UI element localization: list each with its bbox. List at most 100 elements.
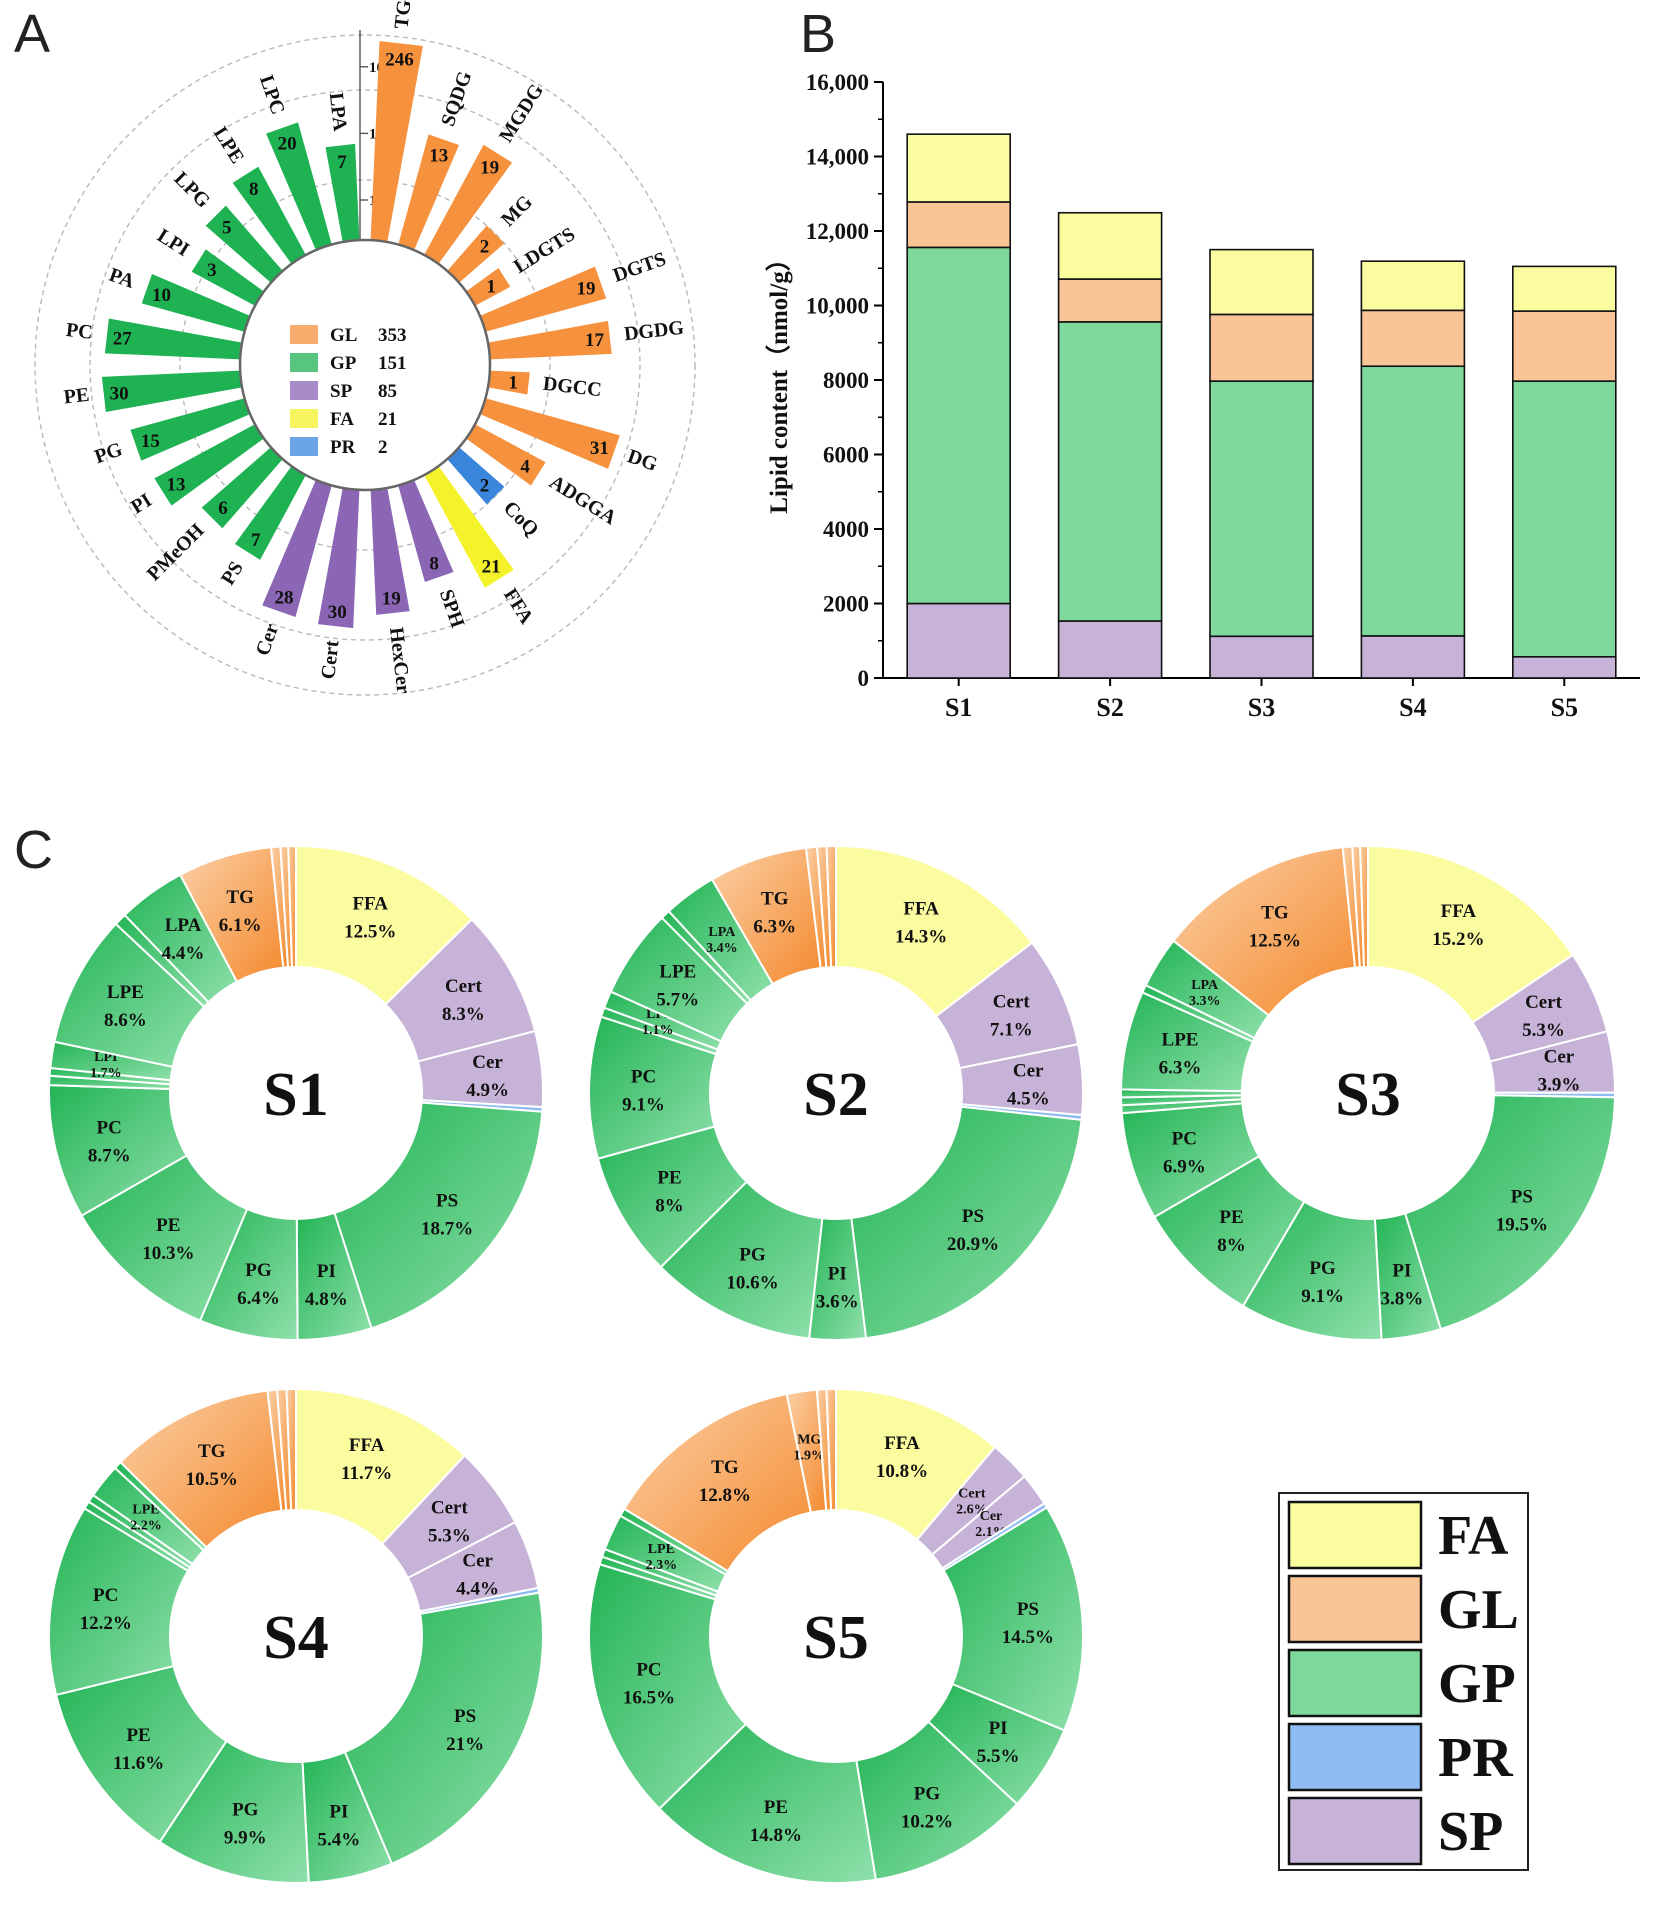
radial-bar-lpa: [325, 143, 360, 243]
radial-name-dg: DG: [625, 445, 661, 476]
bar-s5-fa: [1512, 265, 1617, 312]
bar-s5-sp: [1512, 655, 1617, 679]
radial-name-lpe: LPE: [209, 123, 248, 168]
bar-s3-gl: [1209, 313, 1314, 382]
y-tick-label: 10,000: [806, 294, 869, 319]
radial-value-dgdg: 17: [585, 330, 605, 351]
donut-s4-label-ps: PS: [454, 1706, 476, 1727]
donut-s2-pct-tg: 6.3%: [753, 917, 796, 938]
donut-s5-pct-mg: 1.9%: [794, 1448, 826, 1463]
radial-value-dg: 31: [590, 438, 609, 459]
donut-s2-label-cert: Cert: [993, 991, 1031, 1012]
legend-swatch-pr: [290, 437, 318, 456]
donut-s1-label-ffa: FFA: [352, 893, 388, 914]
radial-name-lpa: LPA: [325, 92, 351, 133]
legend-count-gp: 151: [378, 353, 407, 374]
legend-label-gp: GP: [1438, 1653, 1516, 1715]
donut-s3-label-pe: PE: [1219, 1207, 1243, 1228]
donut-s2-pct-lpi: 1.1%: [642, 1023, 674, 1038]
radial-bar-lpc: [266, 122, 332, 251]
radial-bar-pe: [101, 370, 243, 413]
donut-s4-pct-pc: 12.2%: [80, 1613, 132, 1634]
panel-c-donut-charts: FFA 12.5% Cert 8.3% Cer 4.9% PS 18.7% PI 4.8% PG 6.…: [48, 844, 1617, 1884]
radial-value-sph: 8: [429, 553, 439, 574]
donut-s5-pct-pi: 5.5%: [977, 1746, 1020, 1767]
radial-name-mg: MG: [497, 191, 537, 231]
y-tick-label: 8000: [823, 368, 869, 393]
donut-center-s5: S5: [803, 1604, 868, 1672]
donut-s4-label-pc: PC: [93, 1585, 118, 1606]
radial-name-sqdg: SQDG: [437, 68, 477, 129]
legend-label-fa: FA: [330, 409, 354, 430]
bar-s1-sp: [906, 602, 1012, 679]
donut-s5-label-tg: TG: [711, 1457, 739, 1478]
donut-s3-label-tg: TG: [1261, 903, 1289, 924]
donut-s2-label-ps: PS: [962, 1206, 984, 1227]
donut-s4-label-ffa: FFA: [349, 1435, 385, 1456]
donut-s3-pct-ffa: 15.2%: [1432, 929, 1484, 950]
donut-s1-label-pi: PI: [317, 1261, 336, 1282]
radial-value-ffa: 21: [482, 557, 501, 578]
donut-s2-pct-lpe: 5.7%: [656, 989, 699, 1010]
donut-s4-pct-pg: 9.9%: [224, 1828, 267, 1849]
donut-s2-pct-pc: 9.1%: [622, 1095, 665, 1116]
radial-name-tg: TG: [391, 0, 416, 30]
donut-s5-label-cert: Cert: [958, 1487, 986, 1502]
radial-name-pmeoh: PMeOH: [143, 519, 209, 585]
donut-s2-pct-cer: 4.5%: [1007, 1089, 1050, 1110]
donut-s1-pct-pg: 6.4%: [237, 1288, 280, 1309]
x-tick-label-s3: S3: [1248, 693, 1275, 722]
donut-s5-label-ps: PS: [1017, 1599, 1039, 1620]
radial-bar-lpi: [191, 249, 264, 306]
donut-s5-pct-pe: 14.8%: [750, 1825, 802, 1846]
donut-s3-label-pi: PI: [1392, 1260, 1411, 1281]
radial-name-hexcer: HexCer: [385, 626, 414, 695]
donut-s3-label-cer: Cer: [1544, 1047, 1575, 1068]
legend-swatch-gl: [1287, 1574, 1423, 1644]
donut-s3-pct-lpa: 3.3%: [1189, 994, 1221, 1009]
radial-bar-cer: [262, 479, 332, 617]
radial-value-mgdg: 19: [480, 158, 499, 179]
radial-name-pc: PC: [65, 319, 94, 344]
radial-value-dgcc: 1: [508, 373, 518, 394]
donut-s4-label-cert: Cert: [431, 1498, 469, 1519]
x-tick-label-s5: S5: [1551, 693, 1578, 722]
radial-name-dgcc: DGCC: [542, 373, 603, 401]
donut-s1-label-pc: PC: [97, 1117, 122, 1138]
bar-s5-gl: [1512, 310, 1617, 382]
donut-s5-label-pi: PI: [989, 1718, 1008, 1739]
donut-s3-pct-ps: 19.5%: [1496, 1215, 1548, 1236]
donut-s4-label-pe: PE: [126, 1725, 150, 1746]
x-tick-label-s2: S2: [1096, 693, 1123, 722]
radial-bar-pc: [104, 318, 243, 360]
donut-s1-pct-lpe: 8.6%: [104, 1010, 147, 1031]
radial-name-dgdg: DGDG: [623, 317, 686, 346]
legend-count-pr: 2: [378, 437, 388, 458]
bar-s3-fa: [1209, 248, 1314, 316]
donut-s5-label-ffa: FFA: [884, 1433, 920, 1454]
donut-s3-pct-lpe: 6.3%: [1159, 1058, 1202, 1079]
radial-bar-pmeoh: [201, 447, 283, 529]
donut-s3-label-ps: PS: [1511, 1187, 1533, 1208]
radial-value-mg: 2: [480, 236, 490, 257]
donut-s1-pct-tg: 6.1%: [219, 915, 262, 936]
donut-s1-label-ps: PS: [436, 1190, 458, 1211]
y-axis-label: Lipid content（nmol/g）: [764, 246, 793, 513]
radial-bar-sph: [398, 479, 454, 583]
radial-bar-mg: [447, 225, 505, 283]
radial-bar-dgts: [479, 266, 607, 332]
donut-s3-pct-pi: 3.8%: [1380, 1288, 1423, 1309]
radial-bar-ldgts: [466, 268, 511, 306]
radial-name-dgts: DGTS: [610, 248, 669, 287]
donut-s4-pct-pi: 5.4%: [318, 1830, 361, 1851]
radial-name-lpi: LPI: [153, 225, 193, 261]
radial-name-sph: SPH: [435, 587, 469, 631]
donut-s5-pct-ffa: 10.8%: [876, 1461, 928, 1482]
radial-name-lpc: LPC: [255, 72, 289, 117]
radial-value-lpa: 7: [337, 152, 347, 173]
radial-value-lpc: 20: [278, 134, 297, 155]
grid-circle: [89, 89, 641, 641]
radial-bar-tg: [370, 41, 423, 243]
donut-center-s3: S3: [1335, 1061, 1400, 1129]
y-tick-label: 0: [858, 666, 870, 691]
